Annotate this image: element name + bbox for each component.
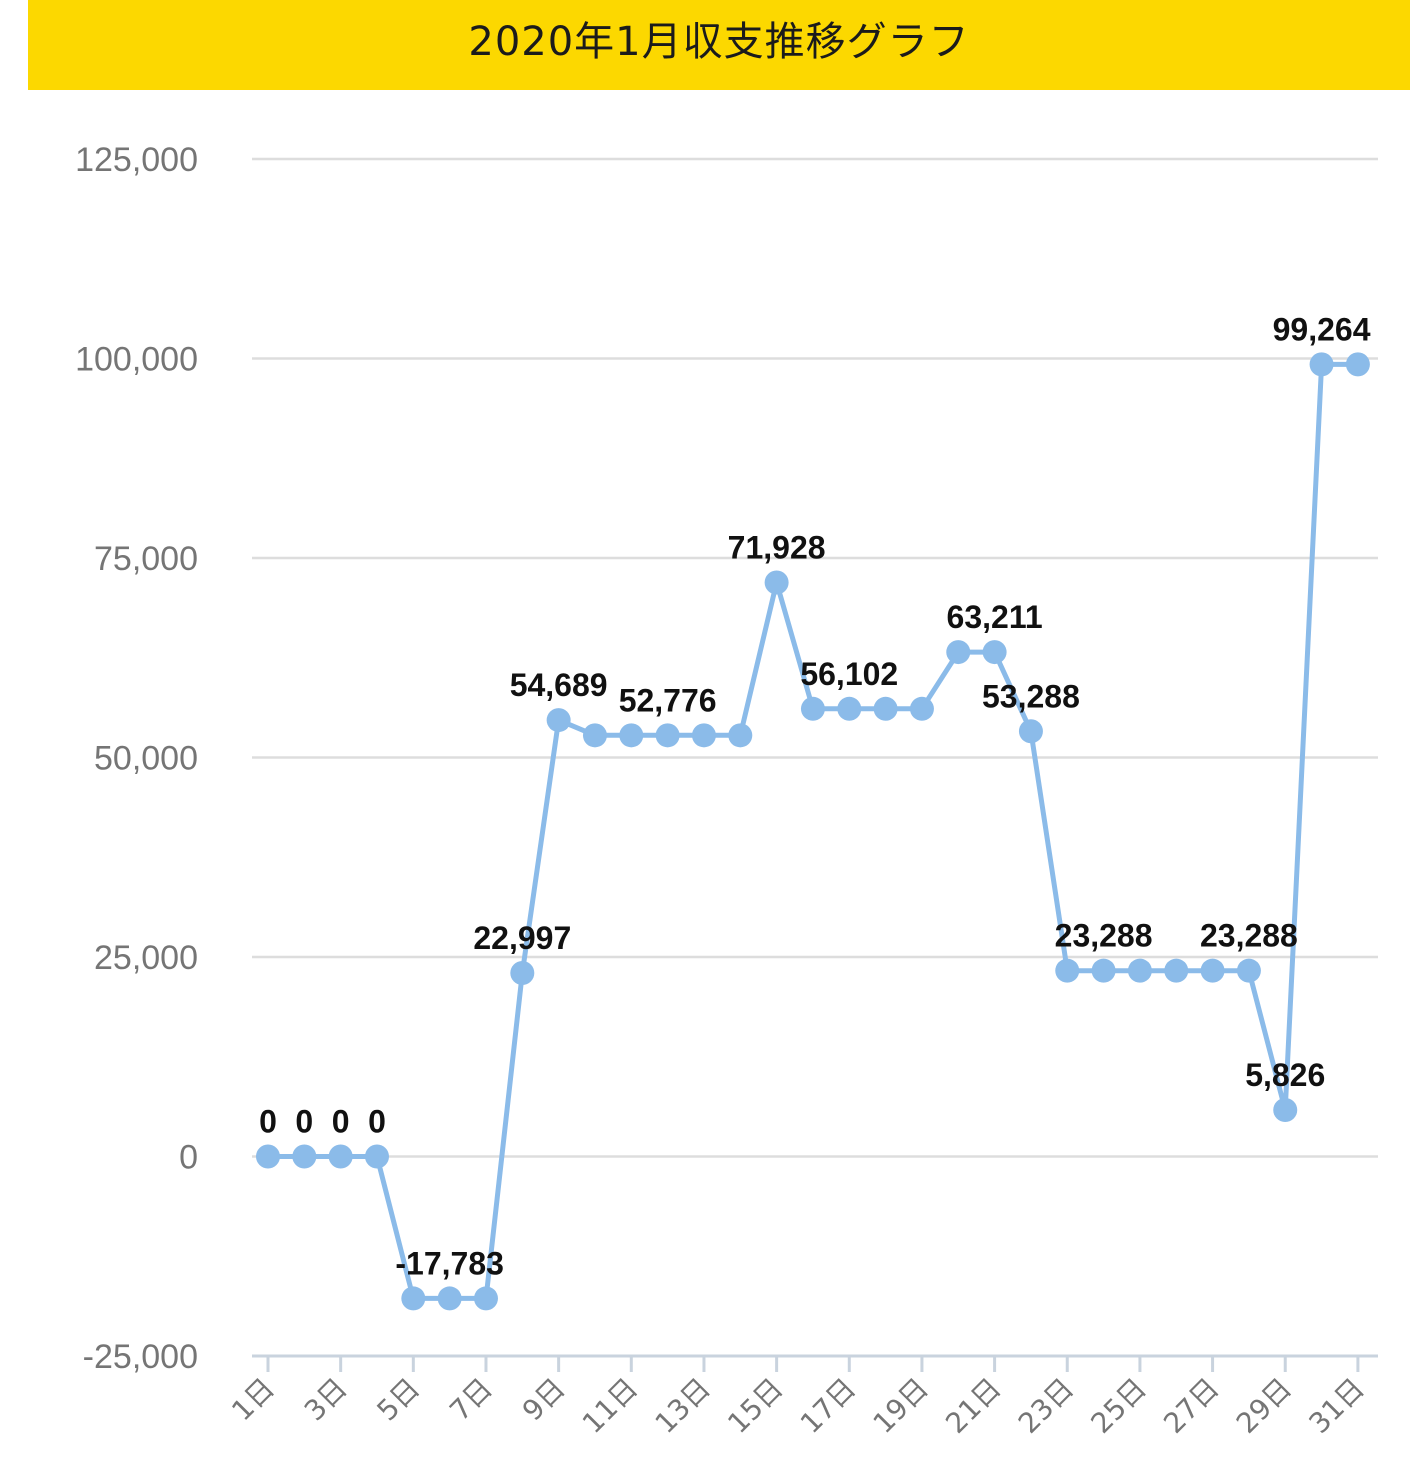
data-label: 63,211 bbox=[947, 599, 1043, 635]
series-line bbox=[268, 361, 1358, 1301]
data-point bbox=[1018, 719, 1043, 744]
series-layer bbox=[256, 352, 1370, 1311]
y-tick-label: -25,000 bbox=[83, 1338, 198, 1376]
x-tick-label: 21日 bbox=[939, 1372, 1007, 1440]
data-point bbox=[364, 1144, 389, 1169]
x-tick-label: 23日 bbox=[1012, 1372, 1080, 1440]
x-tick-label: 5日 bbox=[371, 1372, 427, 1428]
x-tick-label: 29日 bbox=[1230, 1372, 1298, 1440]
data-point bbox=[1055, 958, 1080, 983]
data-label: 23,288 bbox=[1055, 918, 1153, 954]
data-label: 0 bbox=[332, 1104, 350, 1140]
data-point bbox=[1309, 352, 1334, 377]
data-point bbox=[1091, 958, 1116, 983]
data-point bbox=[800, 696, 825, 721]
y-tick-label: 75,000 bbox=[94, 540, 198, 578]
data-label: 0 bbox=[295, 1104, 313, 1140]
data-point bbox=[909, 696, 934, 721]
data-point bbox=[510, 960, 535, 985]
data-label: 99,264 bbox=[1273, 311, 1371, 347]
chart-title: 2020年1月収支推移グラフ bbox=[468, 19, 970, 65]
data-point bbox=[837, 696, 862, 721]
title-banner: 2020年1月収支推移グラフ bbox=[28, 0, 1410, 90]
data-label: 56,102 bbox=[800, 656, 898, 692]
y-tick-label: 125,000 bbox=[75, 141, 198, 179]
data-label: 0 bbox=[259, 1104, 277, 1140]
x-tick-label: 7日 bbox=[443, 1372, 499, 1428]
data-point bbox=[1200, 958, 1225, 983]
data-point bbox=[982, 640, 1007, 665]
axis-layer: -25,000 0 25,000 50,000 75,000 100,000 125,000… bbox=[75, 141, 1378, 1440]
x-tick-label: 25日 bbox=[1085, 1372, 1153, 1440]
x-tick-label: 11日 bbox=[576, 1372, 644, 1440]
data-point bbox=[619, 723, 644, 748]
data-label: 54,689 bbox=[510, 667, 608, 703]
grid-layer bbox=[252, 157, 1378, 1158]
data-point bbox=[256, 1144, 280, 1169]
data-point bbox=[292, 1144, 317, 1169]
data-point bbox=[1127, 958, 1152, 983]
data-point bbox=[328, 1144, 353, 1169]
data-point bbox=[546, 708, 571, 733]
x-tick-label: 31日 bbox=[1303, 1372, 1371, 1440]
x-tick-label: 9日 bbox=[516, 1372, 572, 1428]
data-point bbox=[691, 723, 716, 748]
data-label: 5,826 bbox=[1245, 1057, 1325, 1093]
data-point bbox=[764, 570, 789, 595]
x-tick-label: 27日 bbox=[1157, 1372, 1225, 1440]
x-tick-label: 15日 bbox=[721, 1372, 789, 1440]
x-tick-label: 13日 bbox=[649, 1372, 717, 1440]
data-point bbox=[437, 1286, 462, 1311]
data-label: 23,288 bbox=[1200, 918, 1298, 954]
data-point bbox=[1164, 958, 1189, 983]
data-label: 52,776 bbox=[619, 682, 717, 718]
data-point bbox=[1345, 352, 1370, 377]
data-label: -17,783 bbox=[395, 1245, 504, 1281]
data-point bbox=[473, 1286, 498, 1311]
data-point bbox=[728, 723, 753, 748]
data-point bbox=[1273, 1098, 1298, 1123]
y-tick-label: 25,000 bbox=[94, 939, 198, 977]
x-tick-label: 17日 bbox=[794, 1372, 862, 1440]
data-label: 53,288 bbox=[982, 678, 1080, 714]
data-point bbox=[873, 696, 898, 721]
x-tick-label: 3日 bbox=[298, 1372, 354, 1428]
x-tick-label: 19日 bbox=[867, 1372, 935, 1440]
y-tick-label: 100,000 bbox=[75, 341, 198, 379]
data-label: 22,997 bbox=[473, 920, 571, 956]
y-tick-label: 0 bbox=[179, 1139, 198, 1177]
data-point bbox=[946, 640, 971, 665]
data-point bbox=[1236, 958, 1261, 983]
data-label: 71,928 bbox=[728, 530, 826, 566]
y-tick-label: 50,000 bbox=[94, 740, 198, 778]
data-point bbox=[401, 1286, 426, 1311]
data-point bbox=[655, 723, 680, 748]
data-point bbox=[582, 723, 607, 748]
data-label: 0 bbox=[368, 1104, 386, 1140]
x-tick-label: 1日 bbox=[225, 1372, 281, 1428]
